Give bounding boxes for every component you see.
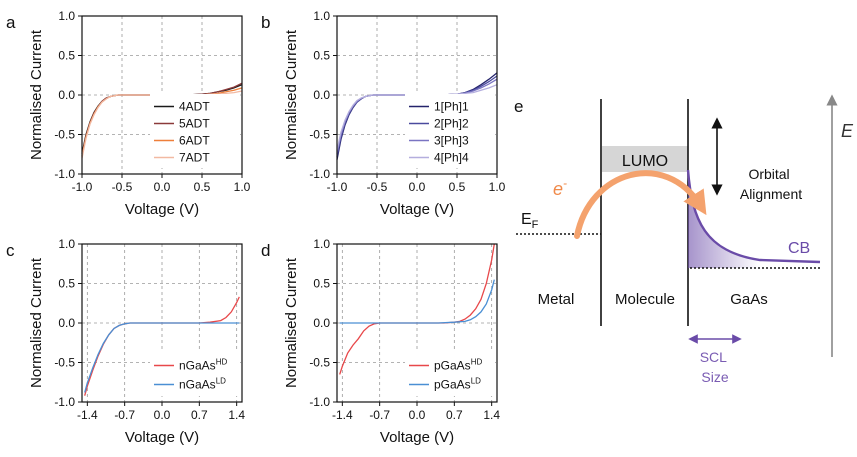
y-tick-label: -0.5 [54, 356, 75, 370]
x-tick-label: 0.7 [191, 408, 208, 422]
y-tick-label: -0.5 [309, 356, 330, 370]
legend-entry: 6ADT [179, 134, 210, 148]
legend-entry: 4[Ph]4 [434, 151, 469, 165]
x-tick-label: -0.5 [367, 180, 388, 194]
legend-background [405, 352, 495, 396]
orbital-alignment-label: Orbital Alignment [740, 166, 802, 202]
legend-entry: 3[Ph]3 [434, 134, 469, 148]
series-line-2 [84, 322, 240, 393]
lumo-box [602, 146, 688, 172]
y-tick-label: 1.0 [313, 9, 330, 23]
legend-entry: pGaAsLD [434, 377, 481, 392]
x-tick-label: -1.4 [77, 408, 98, 422]
electron-transfer-arrow [574, 170, 707, 239]
y-tick-label: -0.5 [309, 128, 330, 142]
panel-a: a -1.0 -0.5 0.0 0.5 1.0 -1.0 -0.5 0.0 0.5 1.0 Volta… [6, 9, 251, 218]
x-tick-label: 1.4 [483, 408, 500, 422]
region-label-gaas: GaAs [730, 291, 768, 308]
electron-label: e- [553, 176, 567, 199]
y-tick-label: 0.5 [313, 277, 330, 291]
x-tick-label: 0.7 [446, 408, 463, 422]
x-tick-label: 0.0 [409, 408, 426, 422]
x-tick-label: 0.0 [154, 408, 171, 422]
y-tick-label: -1.0 [54, 395, 75, 409]
scl-shading [688, 170, 760, 268]
x-tick-label: 0.0 [154, 180, 171, 194]
y-tick-label: 0.0 [58, 88, 75, 102]
region-label-molecule: Molecule [615, 291, 675, 308]
cb-label: CB [788, 240, 810, 257]
x-axis-label: Voltage (V) [380, 201, 454, 218]
y-axis-label: Normalised Current [283, 257, 300, 388]
y-tick-label: 1.0 [313, 237, 330, 251]
y-tick-label: 0.0 [58, 316, 75, 330]
y-tick-label: 0.5 [58, 277, 75, 291]
scl-label: SCL Size [700, 349, 731, 385]
x-tick-label: 0.5 [449, 180, 466, 194]
legend-entry: 1[Ph]1 [434, 100, 469, 114]
conduction-band [686, 169, 821, 264]
x-tick-label: 1.0 [489, 180, 506, 194]
x-axis-label: Voltage (V) [125, 429, 199, 446]
fermi-label: EF [521, 211, 539, 231]
panel-letter: a [6, 13, 16, 32]
energy-diagram: e LUMO EF CB e- Orbital Alignment Metal … [514, 94, 854, 385]
x-tick-label: 0.0 [409, 180, 426, 194]
x-axis-label: Voltage (V) [380, 429, 454, 446]
panel-b: b -1.0 -0.5 0.0 0.5 1.0 -1.0 -0.5 0.0 0.5 1.0 Volta… [261, 9, 506, 218]
panel-c: c -1.4 -0.7 0.0 0.7 1.4 -1.0 -0.5 0.0 0.5 1.0 Volta… [6, 237, 245, 446]
y-tick-label: -1.0 [54, 167, 75, 181]
x-tick-label: -0.7 [114, 408, 135, 422]
y-axis-label: Normalised Current [283, 29, 300, 160]
x-tick-label: -1.0 [327, 180, 348, 194]
y-tick-label: 1.0 [58, 237, 75, 251]
y-tick-label: -0.5 [54, 128, 75, 142]
panel-letter: b [261, 13, 270, 32]
panel-letter: c [6, 241, 15, 260]
legend-entry: 7ADT [179, 151, 210, 165]
y-tick-label: 0.0 [313, 88, 330, 102]
x-tick-label: 1.4 [228, 408, 245, 422]
y-tick-label: 0.5 [58, 49, 75, 63]
legend-entry: 4ADT [179, 100, 210, 114]
x-tick-label: -1.4 [332, 408, 353, 422]
y-tick-label: 0.0 [313, 316, 330, 330]
x-tick-label: 1.0 [234, 180, 251, 194]
x-tick-label: -0.5 [112, 180, 133, 194]
panel-d: d -1.4 -0.7 0.0 0.7 1.4 -1.0 -0.5 0.0 0.5 1.0 Volta… [261, 237, 500, 446]
y-tick-label: 1.0 [58, 9, 75, 23]
lumo-label: LUMO [622, 153, 668, 170]
series-line-2 [339, 279, 495, 324]
panel-letter: d [261, 241, 270, 260]
y-tick-label: 0.5 [313, 49, 330, 63]
series-line-4 [336, 84, 498, 151]
y-axis-label: Normalised Current [28, 29, 45, 160]
legend-entry: 5ADT [179, 117, 210, 131]
legend-entry: 2[Ph]2 [434, 117, 469, 131]
x-tick-label: -1.0 [72, 180, 93, 194]
legend-entry: nGaAsHD [179, 358, 227, 373]
x-tick-label: 0.5 [194, 180, 211, 194]
region-label-metal: Metal [538, 291, 575, 308]
y-tick-label: -1.0 [309, 395, 330, 409]
y-axis-label: Normalised Current [28, 257, 45, 388]
legend-background [150, 352, 240, 396]
y-tick-label: -1.0 [309, 167, 330, 181]
energy-axis-label: E [841, 121, 854, 141]
panel-e-letter: e [514, 97, 523, 116]
x-axis-label: Voltage (V) [125, 201, 199, 218]
legend-entry: nGaAsLD [179, 377, 226, 392]
legend-entry: pGaAsHD [434, 358, 482, 373]
x-tick-label: -0.7 [369, 408, 390, 422]
